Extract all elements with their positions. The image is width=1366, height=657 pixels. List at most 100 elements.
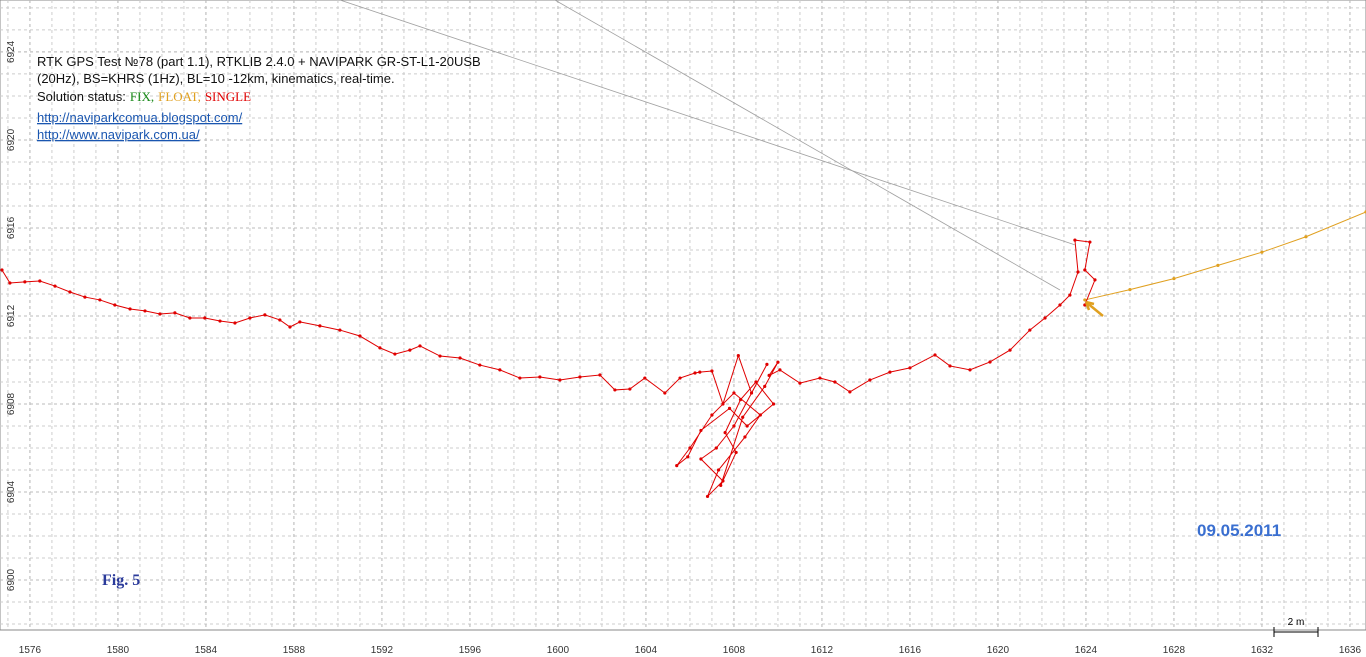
track-point [98, 298, 102, 302]
track-point [1172, 276, 1176, 281]
y-tick-label: 6912 [6, 304, 17, 327]
track-point [418, 344, 422, 348]
track-point [288, 325, 292, 329]
track-point [776, 360, 780, 364]
track-point [848, 390, 852, 394]
y-tick-label: 6908 [6, 392, 17, 415]
track-point [143, 309, 147, 313]
track-point [736, 353, 740, 358]
track-point [710, 369, 714, 373]
track-point [763, 384, 767, 389]
marks [0, 0, 1366, 499]
x-tick-label: 1612 [811, 645, 834, 656]
track-point [1083, 298, 1087, 302]
track-point [278, 318, 282, 322]
x-tick-label: 1604 [635, 645, 658, 656]
legend: Solution status: FIX, FLOAT, SINGLE [37, 89, 251, 104]
track-point [727, 406, 732, 411]
track-point [988, 360, 992, 364]
track-point [1008, 348, 1012, 352]
track-point [378, 346, 382, 350]
track-point [749, 391, 754, 395]
track-point [8, 281, 12, 285]
track-point [1216, 263, 1220, 267]
x-tick-label: 1636 [1339, 645, 1362, 656]
y-tick-label: 6916 [6, 216, 17, 239]
track-point [408, 348, 412, 352]
track-point [458, 356, 462, 360]
track-point [38, 279, 42, 283]
track-point [233, 321, 237, 325]
track-point [318, 324, 322, 328]
track-line [339, 0, 1076, 246]
track-point [188, 316, 192, 320]
track-point [1068, 293, 1072, 297]
track-point [705, 494, 710, 499]
legend-entry: FIX [130, 89, 152, 104]
track-point [688, 446, 692, 450]
track-point [1058, 303, 1062, 307]
track-point [721, 479, 725, 483]
track-point [798, 381, 802, 385]
track-point [438, 354, 442, 358]
track-point [675, 464, 679, 468]
x-tick-label: 1620 [987, 645, 1010, 656]
link[interactable]: http://www.navipark.com.ua/ [37, 127, 200, 142]
track-point [732, 391, 736, 395]
legend-separator: , [151, 89, 154, 104]
track-point [888, 370, 892, 374]
track-point [771, 402, 776, 406]
track-point [723, 431, 727, 435]
track-point [518, 376, 522, 380]
track-point [663, 391, 667, 395]
track-point [53, 284, 57, 288]
legend-title: Solution status: [37, 89, 126, 104]
y-tick-label: 6900 [6, 568, 17, 591]
track-point [263, 313, 267, 317]
x-tick-label: 1600 [547, 645, 570, 656]
track-point [1043, 316, 1047, 320]
track-point [1088, 240, 1092, 244]
date-label: 09.05.2011 [1197, 521, 1281, 540]
track-point [538, 375, 542, 379]
track-point [128, 307, 132, 311]
legend-items: FIX, FLOAT, SINGLE [130, 89, 251, 104]
track-point [741, 415, 745, 419]
x-tick-label: 1576 [19, 645, 42, 656]
track-point [613, 388, 617, 392]
track-point [686, 455, 690, 459]
track-point [83, 295, 87, 299]
track-point [248, 316, 252, 320]
track-point [298, 320, 302, 324]
track-point [678, 376, 682, 380]
track-point [1028, 328, 1032, 332]
track-point [1304, 235, 1308, 239]
track-point [478, 363, 482, 367]
link[interactable]: http://naviparkcomua.blogspot.com/ [37, 110, 243, 125]
scale-line [1273, 627, 1319, 637]
track-point [758, 413, 762, 417]
track-point [203, 316, 207, 320]
track-point [693, 371, 697, 375]
track-point [754, 380, 758, 384]
track-point [721, 402, 725, 406]
track-point [158, 312, 162, 316]
track-point [738, 398, 743, 402]
track-point [719, 483, 723, 488]
track-point [948, 364, 952, 368]
track-point [498, 368, 502, 372]
y-tick-label: 6920 [6, 128, 17, 151]
track-point [68, 290, 72, 294]
track-point [558, 378, 562, 382]
x-tick-label: 1632 [1251, 645, 1274, 656]
legend-entry: FLOAT [158, 89, 199, 104]
x-tick-label: 1624 [1075, 645, 1098, 656]
track-point [393, 352, 397, 356]
scale-label: 2 m [1288, 617, 1305, 628]
track-point [358, 334, 362, 338]
track-point [628, 387, 632, 391]
x-tick-label: 1592 [371, 645, 394, 656]
track-point [173, 311, 177, 315]
x-tick-label: 1580 [107, 645, 130, 656]
track-point [643, 376, 647, 380]
